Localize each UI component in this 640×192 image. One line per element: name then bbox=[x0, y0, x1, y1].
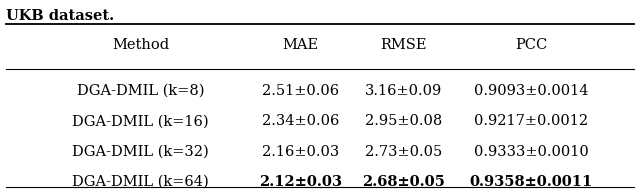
Text: DGA-DMIL (k=64): DGA-DMIL (k=64) bbox=[72, 175, 209, 189]
Text: DGA-DMIL (k=32): DGA-DMIL (k=32) bbox=[72, 145, 209, 159]
Text: 0.9217±0.0012: 0.9217±0.0012 bbox=[474, 114, 588, 128]
Text: 0.9093±0.0014: 0.9093±0.0014 bbox=[474, 84, 588, 98]
Text: 0.9333±0.0010: 0.9333±0.0010 bbox=[474, 145, 589, 159]
Text: 2.51±0.06: 2.51±0.06 bbox=[262, 84, 339, 98]
Text: DGA-DMIL (k=8): DGA-DMIL (k=8) bbox=[77, 84, 205, 98]
Text: 2.68±0.05: 2.68±0.05 bbox=[362, 175, 445, 189]
Text: UKB dataset.: UKB dataset. bbox=[6, 9, 115, 23]
Text: 2.73±0.05: 2.73±0.05 bbox=[365, 145, 442, 159]
Text: 0.9358±0.0011: 0.9358±0.0011 bbox=[470, 175, 593, 189]
Text: 2.34±0.06: 2.34±0.06 bbox=[262, 114, 339, 128]
Text: 2.16±0.03: 2.16±0.03 bbox=[262, 145, 339, 159]
Text: PCC: PCC bbox=[515, 38, 547, 52]
Text: RMSE: RMSE bbox=[380, 38, 426, 52]
Text: 3.16±0.09: 3.16±0.09 bbox=[365, 84, 442, 98]
Text: Method: Method bbox=[112, 38, 170, 52]
Text: DGA-DMIL (k=16): DGA-DMIL (k=16) bbox=[72, 114, 209, 128]
Text: 2.12±0.03: 2.12±0.03 bbox=[259, 175, 342, 189]
Text: 2.95±0.08: 2.95±0.08 bbox=[365, 114, 442, 128]
Text: MAE: MAE bbox=[283, 38, 319, 52]
